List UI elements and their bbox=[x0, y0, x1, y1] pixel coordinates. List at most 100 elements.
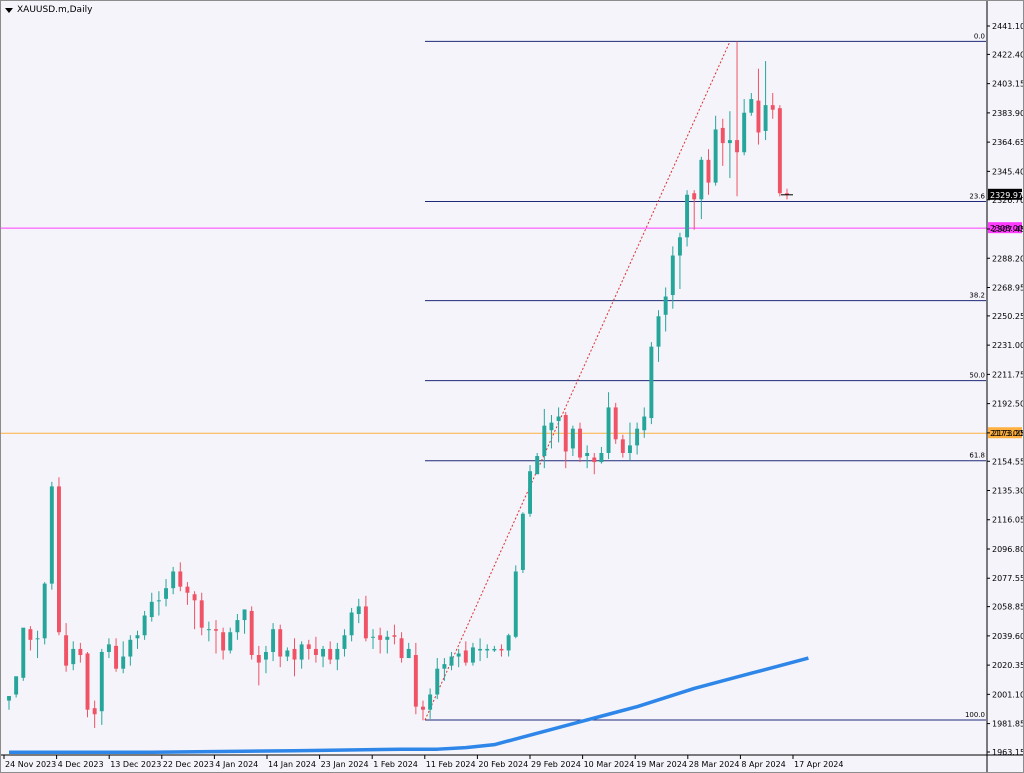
candle-body bbox=[7, 696, 11, 701]
candle-body bbox=[520, 513, 525, 570]
candle-body bbox=[528, 471, 533, 514]
candle-body bbox=[556, 416, 561, 422]
x-tick-label: 1 Feb 2024 bbox=[373, 760, 418, 769]
y-tick-label: 2364.65 bbox=[992, 138, 1023, 147]
candle-body bbox=[413, 655, 418, 707]
candle-body bbox=[363, 606, 368, 639]
y-tick-label: 2096.80 bbox=[992, 545, 1023, 554]
candle-body bbox=[235, 620, 240, 633]
candle-body bbox=[642, 416, 647, 431]
x-tick-label: 11 Feb 2024 bbox=[426, 760, 476, 769]
candle-body bbox=[456, 653, 461, 657]
candle-body bbox=[128, 639, 133, 657]
candle-body bbox=[606, 407, 611, 453]
candle-body bbox=[263, 651, 268, 660]
y-tick-label: 1963.15 bbox=[992, 748, 1023, 757]
candle-body bbox=[99, 651, 104, 712]
candle-body bbox=[635, 428, 640, 446]
y-tick-label: 2039.60 bbox=[992, 632, 1023, 641]
current-price-tag bbox=[988, 188, 1022, 200]
y-tick-label: 2422.40 bbox=[992, 50, 1023, 59]
candle-body bbox=[171, 571, 176, 589]
candle-body bbox=[185, 586, 190, 593]
y-tick-label: 2154.55 bbox=[992, 457, 1023, 466]
candle-body bbox=[192, 594, 197, 601]
fibonacci-trend-line bbox=[424, 41, 731, 721]
x-tick-label: 13 Dec 2023 bbox=[110, 760, 161, 769]
candle-body bbox=[271, 629, 276, 652]
candle-body bbox=[256, 655, 261, 663]
candle-body bbox=[385, 636, 390, 640]
candle-body bbox=[485, 648, 490, 651]
candle-body bbox=[221, 632, 226, 651]
candle-body bbox=[499, 648, 504, 651]
candle-body bbox=[563, 415, 568, 452]
level-price-label: 2308.00 bbox=[990, 224, 1023, 233]
candle-body bbox=[64, 635, 69, 666]
y-tick-label: 2020.35 bbox=[992, 661, 1023, 670]
candle-body bbox=[306, 644, 311, 649]
candle-body bbox=[785, 193, 789, 195]
candle-body bbox=[685, 194, 690, 238]
x-tick-label: 19 Mar 2024 bbox=[636, 760, 687, 769]
candle-body bbox=[178, 571, 183, 587]
moving-average-line bbox=[9, 656, 809, 754]
symbol-title[interactable]: XAUUSD.m,Daily bbox=[5, 5, 92, 15]
candle-body bbox=[449, 656, 454, 666]
x-tick-label: 20 Feb 2024 bbox=[478, 760, 528, 769]
candle-body bbox=[513, 571, 518, 637]
candle-body bbox=[321, 648, 326, 657]
x-tick-label: 4 Dec 2023 bbox=[58, 760, 104, 769]
y-tick-label: 2077.55 bbox=[992, 574, 1023, 583]
candle-body bbox=[242, 609, 247, 621]
candle-body bbox=[28, 629, 33, 640]
x-tick-label: 4 Jan 2024 bbox=[215, 760, 258, 769]
candle-body bbox=[292, 648, 297, 660]
candle-body bbox=[570, 428, 575, 449]
candle-body bbox=[656, 316, 661, 347]
fibonacci-level-label: 0.0 bbox=[974, 32, 985, 40]
y-tick-label: 2441.10 bbox=[992, 22, 1023, 31]
candle-body bbox=[206, 629, 211, 631]
candle-body bbox=[585, 452, 590, 457]
candle-body bbox=[106, 644, 111, 652]
y-tick-label: 2403.15 bbox=[992, 80, 1023, 89]
candle-body bbox=[142, 615, 147, 636]
candle-body bbox=[720, 127, 725, 144]
candle-body bbox=[763, 105, 768, 131]
candle-body bbox=[663, 296, 668, 315]
candle-body bbox=[770, 105, 775, 110]
candle-body bbox=[42, 583, 47, 639]
candle-body bbox=[121, 656, 126, 669]
candle-body bbox=[278, 629, 283, 657]
candle-body bbox=[71, 648, 76, 665]
candle-body bbox=[599, 452, 604, 463]
candle-body bbox=[285, 650, 290, 657]
candle-body bbox=[92, 708, 97, 715]
y-tick-label: 2192.50 bbox=[992, 400, 1023, 409]
candle-body bbox=[85, 653, 90, 710]
fibonacci-level-label: 61.8 bbox=[969, 452, 985, 460]
y-tick-label: 2211.75 bbox=[992, 370, 1023, 379]
y-tick-label: 2058.85 bbox=[992, 603, 1023, 612]
candle-body bbox=[506, 635, 511, 651]
candle-body bbox=[349, 612, 354, 636]
candle-body bbox=[156, 600, 161, 602]
candle-body bbox=[592, 457, 597, 463]
candle-body bbox=[21, 627, 26, 678]
candle-body bbox=[735, 140, 739, 153]
candle-body bbox=[35, 638, 40, 640]
candle-body bbox=[135, 635, 140, 639]
y-tick-label: 2135.30 bbox=[992, 487, 1023, 496]
candle-body bbox=[535, 456, 540, 475]
y-tick-label: 2326.70 bbox=[992, 196, 1023, 205]
x-tick-label: 22 Dec 2023 bbox=[163, 760, 214, 769]
candle-body bbox=[249, 610, 254, 656]
y-tick-label: 2307.45 bbox=[992, 225, 1023, 234]
candle-body bbox=[620, 439, 625, 453]
x-tick-label: 29 Feb 2024 bbox=[531, 760, 581, 769]
candle-body bbox=[749, 99, 754, 113]
dropdown-triangle-icon[interactable] bbox=[5, 7, 13, 13]
candle-body bbox=[335, 648, 340, 660]
